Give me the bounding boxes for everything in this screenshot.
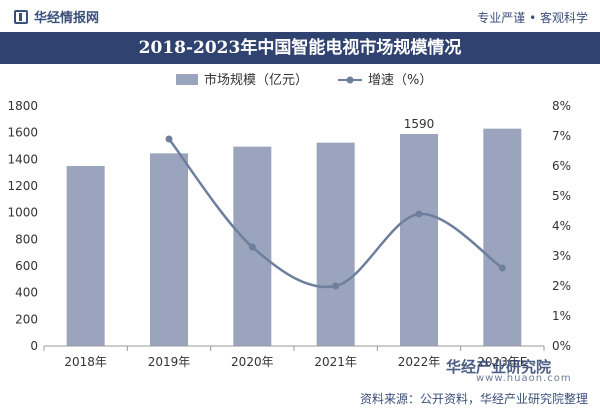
right-tick-label: 6% bbox=[552, 159, 571, 173]
legend-line-label: 增速（%） bbox=[368, 73, 432, 88]
left-tick-label: 1800 bbox=[7, 99, 38, 113]
left-tick-label: 400 bbox=[15, 286, 38, 300]
x-tick-label: 2021年 bbox=[314, 355, 357, 369]
bar bbox=[400, 134, 438, 346]
left-tick-label: 1200 bbox=[7, 179, 38, 193]
left-tick-label: 0 bbox=[30, 339, 38, 353]
brand: 华经情报网 bbox=[14, 7, 99, 26]
growth-line bbox=[165, 135, 506, 290]
legend-line-marker bbox=[346, 76, 354, 84]
right-tick-label: 0% bbox=[552, 339, 571, 353]
source-note: 资料来源：公开资料，华经产业研究院整理 bbox=[359, 392, 588, 406]
left-tick-label: 1000 bbox=[7, 206, 38, 220]
bar bbox=[66, 166, 105, 346]
left-axis: 0 200 400 600 800 1000 1200 1400 1600 1800 bbox=[7, 99, 38, 353]
bar bbox=[316, 142, 355, 346]
x-tick-label: 2018年 bbox=[64, 355, 107, 369]
growth-point bbox=[248, 243, 256, 251]
legend-bar-label: 市场规模（亿元） bbox=[204, 72, 308, 88]
chart: 市场规模（亿元） 增速（%） 0 200 400 600 800 1000 1200 1400 1… bbox=[7, 72, 571, 369]
left-tick-label: 1600 bbox=[7, 126, 38, 140]
bar bbox=[150, 153, 188, 346]
brand-name: 华经情报网 bbox=[34, 11, 100, 26]
right-tick-label: 2% bbox=[552, 279, 571, 293]
right-tick-label: 4% bbox=[552, 219, 571, 233]
watermark-url: www.huaon.com bbox=[476, 373, 572, 384]
brand-logo-icon bbox=[14, 9, 28, 24]
legend: 市场规模（亿元） 增速（%） bbox=[176, 72, 432, 88]
x-tick-label: 2020年 bbox=[231, 355, 274, 369]
right-tick-label: 8% bbox=[552, 99, 571, 113]
top-bar: 华经情报网 专业严谨 • 客观科学 bbox=[0, 0, 600, 32]
growth-point bbox=[165, 135, 173, 143]
bar-data-label: 1590 bbox=[404, 117, 435, 131]
left-tick-label: 1400 bbox=[7, 152, 38, 166]
right-tick-label: 5% bbox=[552, 189, 571, 203]
x-tick-label: 2022年 bbox=[398, 355, 441, 369]
x-axis: 2018年 2019年 2020年 2021年 2022年 2023年E bbox=[43, 345, 545, 369]
x-tick-label: 2019年 bbox=[148, 355, 191, 369]
chart-title: 2018-2023年中国智能电视市场规模情况 bbox=[0, 32, 600, 64]
right-tick-label: 7% bbox=[552, 129, 571, 143]
x-tick-label: 2023年E bbox=[477, 355, 527, 369]
right-tick-label: 1% bbox=[552, 309, 571, 323]
right-tick-label: 3% bbox=[552, 249, 571, 263]
growth-point bbox=[498, 264, 506, 272]
growth-point bbox=[332, 282, 340, 290]
right-axis: 0% 1% 2% 3% 4% 5% 6% 7% 8% bbox=[552, 99, 571, 353]
watermark-brand: 华经产业研究院 bbox=[446, 358, 552, 376]
bar bbox=[483, 128, 522, 346]
tagline: 专业严谨 • 客观科学 bbox=[477, 11, 588, 25]
left-tick-label: 600 bbox=[15, 259, 38, 273]
legend-bar-swatch bbox=[176, 74, 198, 85]
left-tick-label: 200 bbox=[15, 312, 38, 326]
bars: 1590 bbox=[66, 117, 522, 346]
growth-point bbox=[415, 210, 423, 218]
left-tick-label: 800 bbox=[15, 232, 38, 246]
